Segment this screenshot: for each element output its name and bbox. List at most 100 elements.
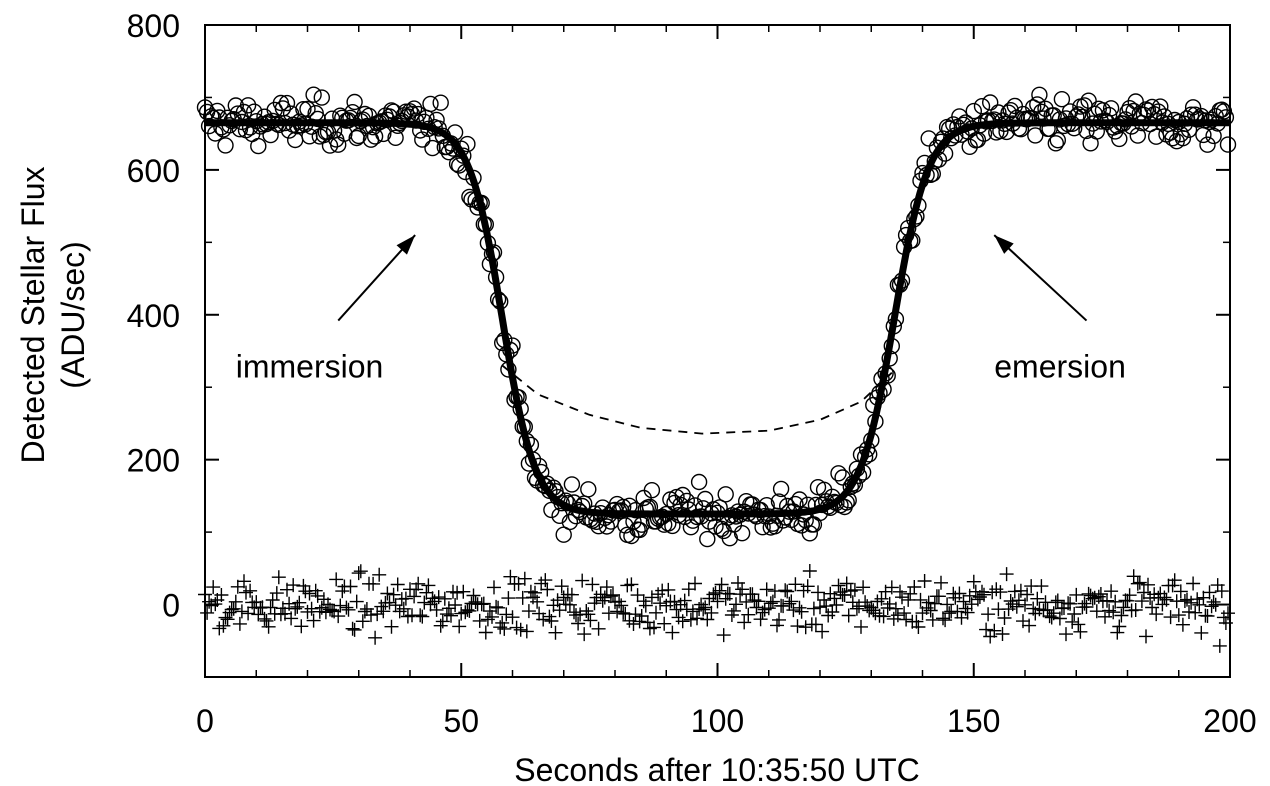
x-tick-label: 200 (1203, 703, 1256, 739)
residual-point (938, 613, 953, 628)
residual-point (347, 622, 362, 637)
residual-point (751, 594, 766, 609)
residual-point (552, 603, 567, 618)
residual-point (304, 601, 319, 616)
residual-point (439, 607, 454, 622)
residual-point (485, 609, 499, 624)
y-axis-label-line-2: (ADU/sec) (55, 241, 91, 389)
residual-point (1065, 614, 1080, 629)
residual-point (1184, 595, 1199, 610)
residual-point (667, 594, 682, 609)
residual-point (726, 603, 741, 618)
residual-point (819, 599, 834, 614)
residual-point (786, 603, 801, 618)
residual-point (476, 596, 491, 611)
ticks-layer: 0 50 100 150 200 0 200 400 600 800 (127, 8, 1257, 739)
residual-point (716, 628, 731, 643)
flux-point (561, 513, 579, 531)
residual-point (757, 602, 772, 617)
residual-point (450, 585, 465, 600)
flux-point (951, 108, 968, 125)
residual-point (712, 583, 727, 598)
x-tick-label: 150 (947, 703, 1000, 739)
residual-point (587, 596, 602, 611)
residual-point (800, 579, 815, 594)
residual-point (747, 593, 762, 608)
residual-point (259, 613, 274, 628)
y-tick-label: 800 (127, 8, 180, 44)
residual-point (499, 607, 514, 622)
residual-point (897, 606, 912, 621)
residual-point (763, 596, 778, 611)
residual-point (331, 609, 346, 624)
residual-point (368, 630, 383, 645)
flux-point (770, 493, 788, 510)
residual-point (940, 597, 955, 612)
flux-point (245, 103, 263, 120)
residual-point (620, 578, 635, 593)
residual-point (532, 606, 547, 621)
residual-point (614, 598, 629, 613)
residual-point (530, 594, 545, 609)
residual-point (952, 586, 967, 601)
flux-point (305, 86, 322, 103)
residual-point (325, 603, 340, 618)
flux-point (1143, 98, 1161, 116)
residual-point (866, 603, 881, 618)
residual-point (421, 578, 436, 593)
residual-point (1212, 638, 1227, 653)
residual-point (234, 604, 249, 619)
flux-point (1123, 118, 1140, 135)
residual-point (1077, 596, 1092, 611)
residual-point (921, 595, 936, 610)
residual-point (1085, 591, 1100, 606)
residual-point (917, 574, 932, 588)
residual-point (206, 580, 221, 595)
flux-point (1152, 98, 1169, 115)
flux-point (643, 482, 661, 499)
flux-point (553, 495, 570, 512)
flux-point (414, 131, 431, 148)
residual-point (911, 620, 926, 634)
residual-point (497, 621, 512, 636)
residual-point (1013, 583, 1028, 598)
flux-point (321, 137, 339, 154)
residual-point (409, 582, 424, 597)
residual-point (794, 604, 809, 619)
residual-point (597, 590, 612, 605)
residual-point (776, 599, 791, 614)
residual-point (1126, 569, 1141, 584)
residual-point (1149, 607, 1164, 622)
residual-point (993, 585, 1008, 600)
residual-point (890, 608, 905, 623)
residual-point (413, 608, 428, 623)
flux-point (459, 135, 476, 153)
residual-point (1048, 595, 1063, 610)
residual-point (683, 612, 698, 627)
residual-point (417, 595, 432, 610)
residual-point (874, 591, 889, 606)
flux-point (217, 137, 234, 154)
flux-point (801, 525, 818, 542)
flux-point (1111, 130, 1128, 148)
residual-point (382, 595, 397, 610)
curve-layer (205, 119, 1230, 518)
residual-point (647, 620, 661, 635)
residual-point (503, 569, 518, 584)
residual-point (895, 590, 909, 605)
flux-point (1127, 93, 1144, 110)
residual-point (431, 590, 446, 605)
flux-point (1129, 127, 1147, 144)
flux-point (842, 478, 859, 496)
residual-point (739, 594, 754, 609)
annotation-arrow-head (994, 235, 1014, 254)
residual-point (927, 596, 942, 611)
residual-point (1134, 594, 1149, 609)
residual-point (934, 575, 948, 590)
residual-point (241, 606, 256, 621)
annotation-arrow-shaft (993, 234, 1088, 322)
residual-point (811, 585, 825, 600)
residual-point (599, 580, 614, 595)
residual-point (540, 582, 555, 597)
